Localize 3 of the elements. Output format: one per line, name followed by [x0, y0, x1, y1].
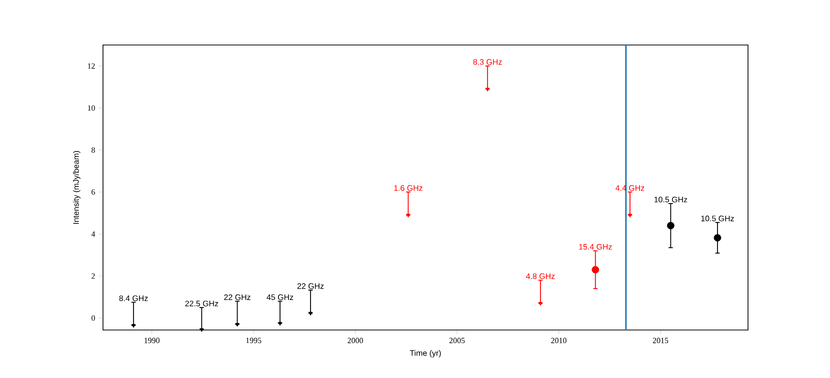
- point: [667, 222, 674, 230]
- point: [714, 234, 722, 242]
- point: [592, 266, 600, 274]
